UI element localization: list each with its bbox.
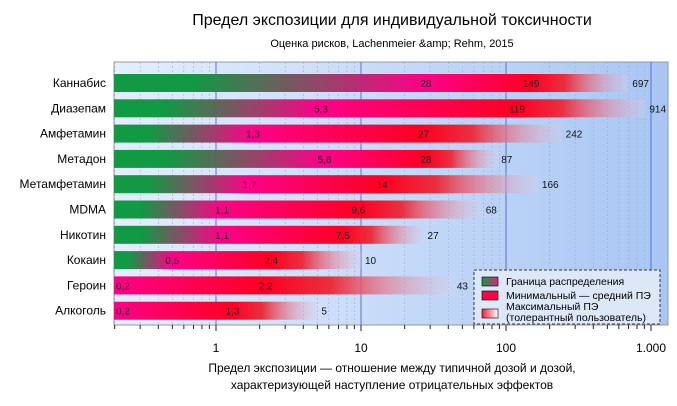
data-label-mean: 28 bbox=[420, 155, 432, 166]
data-label-max: 697 bbox=[632, 79, 649, 90]
data-label-max: 5 bbox=[321, 307, 327, 318]
bar bbox=[114, 175, 538, 194]
x-tick-label: 1.000 bbox=[636, 341, 666, 355]
category-label: Алкоголь bbox=[55, 304, 106, 318]
bar bbox=[114, 74, 629, 92]
bar bbox=[114, 276, 453, 295]
x-axis-label-2: характеризующей наступление отрицательны… bbox=[231, 378, 553, 392]
legend-swatch-minmean bbox=[481, 290, 499, 301]
legend-swatch-range bbox=[481, 276, 499, 287]
data-label-min: 1,1 bbox=[215, 231, 229, 242]
category-label: MDMA bbox=[69, 203, 106, 217]
chart-title: Предел экспозиции для индивидуальной ток… bbox=[192, 12, 592, 29]
data-label-mean: 119 bbox=[509, 104, 525, 115]
data-label-max: 87 bbox=[501, 155, 513, 166]
data-label-min: 1,7 bbox=[242, 180, 256, 191]
data-label-min: 5,3 bbox=[314, 104, 328, 115]
bar bbox=[114, 251, 361, 270]
data-label-max: 166 bbox=[542, 180, 559, 191]
data-label-min: 5,6 bbox=[318, 155, 332, 166]
category-label: Метамфетамин bbox=[20, 177, 106, 191]
data-label-mean: 2,2 bbox=[259, 281, 273, 292]
category-label: Кокаин bbox=[67, 253, 106, 267]
data-label-max: 914 bbox=[649, 104, 666, 115]
legend-label-range: Граница распределения bbox=[506, 276, 624, 288]
data-label-max: 10 bbox=[365, 256, 377, 267]
category-label: Диазепам bbox=[51, 101, 106, 115]
legend-label-minmean: Минимальный — средний ПЭ bbox=[506, 290, 651, 302]
bar bbox=[114, 225, 424, 244]
bar bbox=[114, 149, 498, 168]
data-label-mean: 149 bbox=[523, 79, 540, 90]
x-tick-label: 100 bbox=[496, 341, 516, 355]
category-label: Героин bbox=[67, 278, 106, 292]
data-label-mean: 1,3 bbox=[226, 307, 240, 318]
data-label-max: 242 bbox=[566, 130, 583, 141]
legend: Граница распределения Минимальный — сред… bbox=[473, 269, 661, 325]
x-tick-label: 1 bbox=[213, 341, 220, 355]
data-label-mean: 7,5 bbox=[336, 231, 350, 242]
data-label-max: 43 bbox=[457, 281, 469, 292]
data-label-min: 1,8 bbox=[246, 130, 260, 141]
data-label-min: 28 bbox=[420, 79, 432, 90]
data-label-mean: 2,4 bbox=[264, 256, 278, 267]
data-label-mean: 27 bbox=[418, 130, 430, 141]
category-label: Каннабис bbox=[53, 76, 106, 90]
chart-subtitle: Оценка рисков, Lachenmeier &amp; Rehm, 2… bbox=[270, 38, 513, 50]
legend-swatch-max bbox=[481, 308, 499, 319]
bar bbox=[114, 99, 646, 118]
data-label-min: 1,1 bbox=[215, 206, 229, 217]
bar bbox=[114, 301, 318, 320]
category-label: Никотин bbox=[60, 228, 106, 242]
x-tick-label: 10 bbox=[354, 341, 368, 355]
data-label-mean: 9,6 bbox=[351, 206, 365, 217]
data-label-min: 0,2 bbox=[116, 281, 130, 292]
legend-label-max: Максимальный ПЭ bbox=[506, 301, 599, 313]
bar bbox=[114, 124, 562, 143]
bar bbox=[114, 200, 482, 219]
data-label-min: 0,5 bbox=[165, 256, 179, 267]
data-label-max: 27 bbox=[428, 231, 440, 242]
category-label: Амфетамин bbox=[40, 127, 106, 141]
data-label-min: 0,2 bbox=[116, 307, 130, 318]
category-label: Метадон bbox=[57, 152, 106, 166]
x-axis-label-1: Предел экспозиции — отношение между типи… bbox=[208, 361, 575, 375]
data-label-mean: 14 bbox=[377, 180, 389, 191]
data-label-max: 68 bbox=[486, 206, 498, 217]
legend-label-max-2: (толерантный пользователь) bbox=[506, 312, 646, 324]
